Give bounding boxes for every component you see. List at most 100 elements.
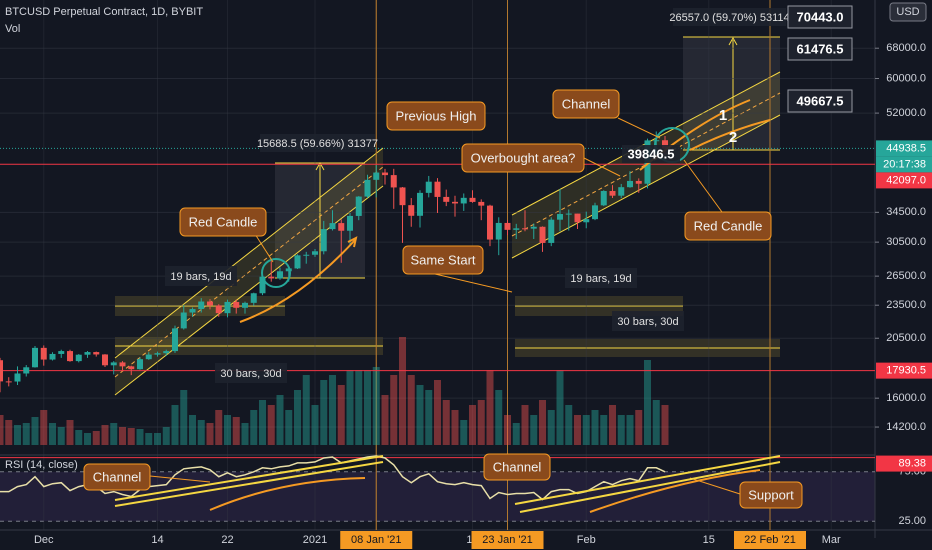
callout-text: Overbought area? (471, 150, 576, 165)
volume-bar (434, 380, 441, 445)
currency-box (889, 2, 927, 22)
y-tick-label: 68000.0 (886, 42, 926, 54)
countdown-box (876, 156, 932, 173)
candle-body (137, 359, 143, 370)
candle-body (198, 301, 205, 310)
x-tick-highlight (340, 531, 413, 549)
volume-bar (329, 375, 336, 445)
currency: USD (896, 6, 919, 18)
volume-bar (530, 415, 538, 445)
volume-bar (127, 428, 135, 445)
volume-bar (40, 410, 48, 445)
x-tick-label: 22 Feb '21 (744, 534, 796, 546)
x-tick-label: Dec (34, 534, 54, 546)
volume-bar (5, 420, 13, 445)
wave-number: 2 (729, 129, 737, 146)
candle-body (84, 352, 91, 355)
volume-label: Vol (5, 23, 20, 35)
x-tick-label: Feb (577, 534, 596, 546)
candle-body (119, 362, 126, 367)
candle-body (329, 223, 336, 230)
volume-bar (232, 417, 240, 445)
candle-body (452, 201, 458, 204)
callout-box (83, 463, 151, 491)
last-price-box (876, 140, 932, 157)
volume-bar (49, 423, 56, 445)
candle-body (154, 353, 161, 355)
wave-number: 1 (719, 107, 727, 124)
y-tick-label: 34500.0 (886, 206, 926, 218)
candle-body (662, 140, 668, 149)
candle-body (163, 351, 170, 354)
info-text: 39846.5 (628, 146, 675, 161)
callout-box (552, 89, 620, 119)
candle-body (557, 214, 563, 220)
candle-body (320, 229, 327, 252)
volume-bar (644, 360, 651, 445)
candle-body (102, 354, 108, 366)
volume-bar (399, 337, 406, 445)
y-tick-label: 52000.0 (886, 107, 926, 119)
candle-body (49, 353, 56, 360)
callout-text: Same Start (410, 252, 475, 267)
candle-body (224, 301, 231, 314)
volume-bar (582, 415, 590, 445)
volume-bar (31, 417, 39, 445)
candle-body (180, 312, 187, 329)
y-tick-label: 16000.0 (886, 392, 926, 404)
volume-bar (22, 423, 30, 445)
callout-box (684, 211, 772, 241)
candle-body (487, 205, 493, 240)
price-callout-text: 70443.0 (797, 9, 844, 24)
volume-bar (477, 400, 485, 445)
price-callout-text: 61476.5 (797, 41, 844, 56)
volume-bar (600, 415, 608, 445)
volume-bar (460, 420, 468, 445)
candle-body (399, 187, 406, 206)
info-text: 30 bars, 30d (220, 368, 281, 380)
volume-bar (609, 405, 616, 445)
info-text: 30 bars, 30d (617, 316, 678, 328)
volume-bar (661, 405, 669, 445)
info-box (565, 268, 637, 288)
volume-bar (0, 415, 4, 445)
candle-body (592, 205, 598, 220)
volume-bar (162, 427, 170, 445)
y-tick-label: 60000.0 (886, 72, 926, 84)
volume-bar (154, 433, 161, 445)
candle-body (0, 360, 3, 382)
candle-body (128, 366, 135, 370)
candle-body (5, 381, 12, 383)
volume-bar (171, 405, 179, 445)
info-box (612, 311, 684, 331)
volume-bar (504, 415, 511, 445)
callout-pointer (617, 117, 661, 139)
callout-text: Channel (93, 469, 142, 484)
volume-bar (556, 370, 564, 445)
candle-body (250, 293, 257, 303)
callout-text: Previous High (396, 108, 477, 123)
candle-body (495, 222, 502, 240)
candle-body (32, 347, 38, 368)
volume-bar (145, 433, 153, 445)
candle-body (355, 196, 362, 216)
callout-pointer (149, 475, 211, 483)
volume-bar (425, 390, 433, 445)
candle-body (93, 352, 100, 355)
candle-body (347, 215, 353, 231)
highlight-circle (261, 258, 291, 288)
g: Red Candle Previous High Same Start Channel… (83, 5, 853, 513)
trend-arrow (689, 119, 771, 151)
candle-body (417, 192, 423, 216)
arrow-head (315, 161, 325, 171)
price-callout-box (787, 89, 853, 113)
callout-box (402, 245, 484, 275)
volume-bar (267, 405, 275, 445)
volume-bar (206, 423, 214, 445)
callout-box (386, 101, 486, 131)
rsi-trend (114, 455, 384, 501)
candle-body (583, 219, 590, 223)
volume-bar (495, 390, 503, 445)
info-box (260, 134, 375, 152)
channel-mid (114, 166, 384, 378)
